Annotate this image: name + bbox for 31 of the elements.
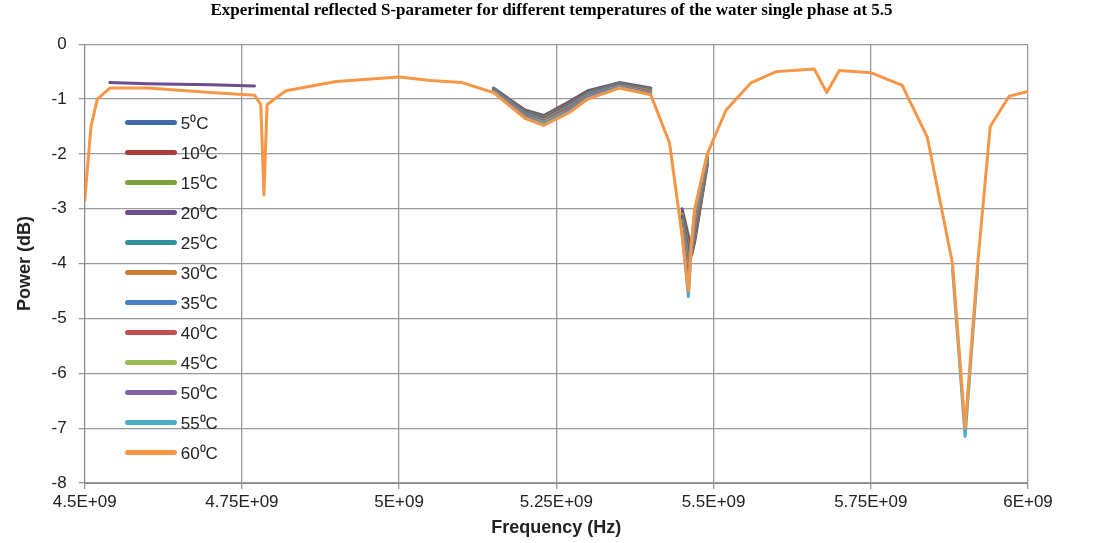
x-axis-title: Frequency (Hz)	[491, 517, 622, 538]
legend-label: 15⁰C	[180, 172, 218, 194]
legend-label: 20⁰C	[180, 202, 218, 224]
y-tick-label: -5	[51, 308, 67, 328]
legend-label: 50⁰C	[180, 382, 218, 404]
y-tick-label: 0	[57, 33, 67, 53]
y-axis-title: Power (dB)	[13, 216, 34, 312]
legend-label: 45⁰C	[180, 352, 218, 374]
legend-label: 30⁰C	[180, 262, 218, 284]
legend-label: 25⁰C	[180, 232, 218, 254]
x-tick-label: 4.5E+09	[52, 491, 117, 511]
x-tick-label: 5.25E+09	[519, 491, 593, 511]
x-tick-label: 5.75E+09	[834, 491, 908, 511]
y-tick-label: -3	[51, 198, 67, 218]
legend-label: 40⁰C	[180, 322, 218, 344]
x-tick-label: 6E+09	[1003, 491, 1053, 511]
y-tick-label: -2	[51, 143, 67, 163]
x-tick-label: 5.5E+09	[681, 491, 746, 511]
legend-label: 55⁰C	[180, 412, 218, 434]
chart-title: Experimental reflected S-parameter for different temperatures of the water single phase at 5.5	[209, 0, 894, 20]
legend-label: 5⁰C	[180, 112, 209, 134]
y-tick-label: -7	[51, 417, 67, 437]
y-tick-label: -8	[51, 472, 67, 492]
legend-label: 60⁰C	[180, 442, 218, 464]
x-tick-label: 5E+09	[374, 491, 424, 511]
y-tick-label: -6	[51, 362, 67, 382]
x-tick-label: 4.75E+09	[205, 491, 279, 511]
y-tick-label: -4	[51, 253, 67, 273]
y-tick-label: -1	[51, 88, 67, 108]
legend-label: 10⁰C	[180, 142, 218, 164]
legend-label: 35⁰C	[180, 292, 218, 314]
